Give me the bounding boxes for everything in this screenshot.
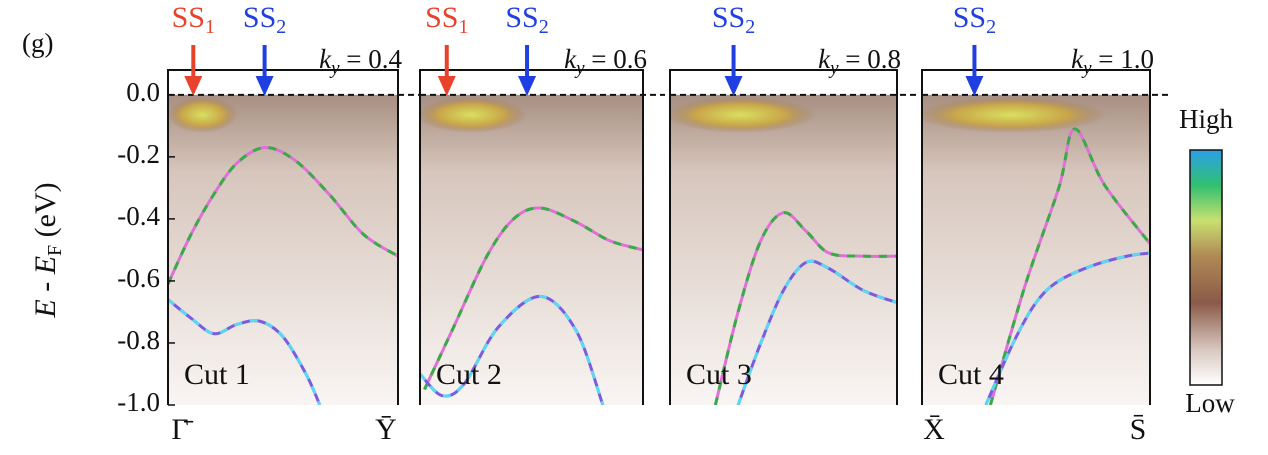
marker-label: SS2 bbox=[505, 1, 548, 38]
y-label-sub: F bbox=[44, 245, 66, 256]
marker-text: SS bbox=[505, 1, 538, 34]
y-label-ef: E bbox=[29, 256, 62, 275]
y-tick-label: -0.2 bbox=[117, 139, 160, 169]
ky-symbol: k bbox=[818, 44, 831, 74]
bands bbox=[168, 146, 398, 405]
surface-state bbox=[420, 96, 527, 133]
y-tick-label: -0.6 bbox=[117, 263, 160, 293]
bands bbox=[984, 127, 1150, 405]
marker-label: SS2 bbox=[953, 1, 996, 38]
marker-label: SS1 bbox=[172, 1, 215, 38]
ky-value: = 0.6 bbox=[585, 44, 647, 74]
ky-label: ky = 1.0 bbox=[1071, 44, 1154, 79]
marker-sub: 1 bbox=[458, 16, 468, 38]
band-line-dash bbox=[168, 298, 322, 405]
band-line-dash bbox=[420, 294, 605, 405]
marker-sub: 2 bbox=[539, 16, 549, 38]
marker-head bbox=[724, 76, 743, 96]
panel-frame bbox=[419, 69, 644, 405]
marker-sub: 2 bbox=[745, 16, 755, 38]
y-tick-label: -0.8 bbox=[117, 325, 160, 355]
surface-state bbox=[670, 96, 816, 133]
marker-sub: 2 bbox=[986, 16, 996, 38]
marker-text: SS bbox=[712, 1, 745, 34]
marker-label: SS2 bbox=[243, 1, 286, 38]
marker-text: SS bbox=[953, 1, 986, 34]
marker-sub: 2 bbox=[276, 16, 286, 38]
cut-label: Cut 3 bbox=[686, 358, 752, 391]
panel-frame bbox=[921, 69, 1151, 405]
ky-value: = 0.8 bbox=[839, 44, 901, 74]
cut-label: Cut 2 bbox=[436, 358, 502, 391]
marker-head bbox=[184, 76, 203, 96]
ky-sub: y bbox=[574, 58, 585, 79]
marker-text: SS bbox=[425, 1, 458, 34]
marker-sub: 1 bbox=[205, 16, 215, 38]
ky-value: = 0.4 bbox=[340, 44, 403, 74]
colorbar-high: High bbox=[1179, 104, 1234, 134]
marker-label: SS2 bbox=[712, 1, 755, 38]
ky-sub: y bbox=[329, 58, 340, 79]
marker-text: SS bbox=[243, 1, 276, 34]
y-label-unit: (eV) bbox=[29, 182, 62, 244]
band-line-dash bbox=[713, 211, 897, 405]
intensity-map bbox=[670, 94, 897, 405]
surface-state bbox=[168, 96, 238, 133]
marker-text: SS bbox=[172, 1, 205, 34]
colorbar bbox=[1189, 149, 1223, 386]
panel-label: (g) bbox=[22, 28, 53, 58]
ky-label: ky = 0.6 bbox=[564, 44, 647, 79]
ky-label: ky = 0.4 bbox=[319, 44, 402, 79]
y-label-e: E bbox=[29, 299, 62, 318]
y-tick-label: -0.4 bbox=[117, 201, 160, 231]
panel-frame bbox=[167, 69, 399, 405]
surface-state bbox=[922, 96, 1106, 133]
ky-sub: y bbox=[1081, 58, 1092, 79]
cut-label: Cut 1 bbox=[184, 358, 250, 391]
band-line-dash bbox=[984, 251, 1150, 405]
marker-head bbox=[518, 76, 537, 96]
ky-symbol: k bbox=[319, 44, 332, 74]
x-end-label: Γ̄ bbox=[171, 413, 193, 446]
marker-head bbox=[437, 76, 456, 96]
y-axis-label: E - EF (eV) bbox=[29, 182, 66, 318]
ky-sub: y bbox=[828, 58, 839, 79]
colorbar-low: Low bbox=[1185, 388, 1235, 418]
y-tick-label: 0.0 bbox=[126, 77, 160, 107]
intensity-map bbox=[168, 94, 398, 405]
band-line-dash bbox=[423, 206, 643, 391]
band-line-dash bbox=[988, 127, 1150, 405]
x-end-label: Ȳ bbox=[375, 413, 397, 446]
marker-head bbox=[965, 76, 984, 96]
cut-label: Cut 4 bbox=[938, 358, 1004, 391]
ky-label: ky = 0.8 bbox=[818, 44, 901, 79]
marker-label: SS1 bbox=[425, 1, 468, 38]
band-line-dash bbox=[736, 259, 897, 405]
intensity-map bbox=[420, 94, 643, 405]
y-tick-label: -1.0 bbox=[117, 387, 160, 417]
x-end-label: X̄ bbox=[923, 413, 945, 446]
ky-value: = 1.0 bbox=[1092, 44, 1154, 74]
band-line-dash bbox=[168, 146, 398, 285]
marker-head bbox=[255, 76, 274, 96]
y-label-dash: - bbox=[29, 274, 62, 299]
panel-frame bbox=[669, 69, 898, 405]
ky-symbol: k bbox=[1071, 44, 1084, 74]
ky-symbol: k bbox=[564, 44, 577, 74]
bands bbox=[713, 211, 897, 405]
bands bbox=[420, 206, 643, 405]
x-end-label: S̄ bbox=[1130, 413, 1147, 446]
